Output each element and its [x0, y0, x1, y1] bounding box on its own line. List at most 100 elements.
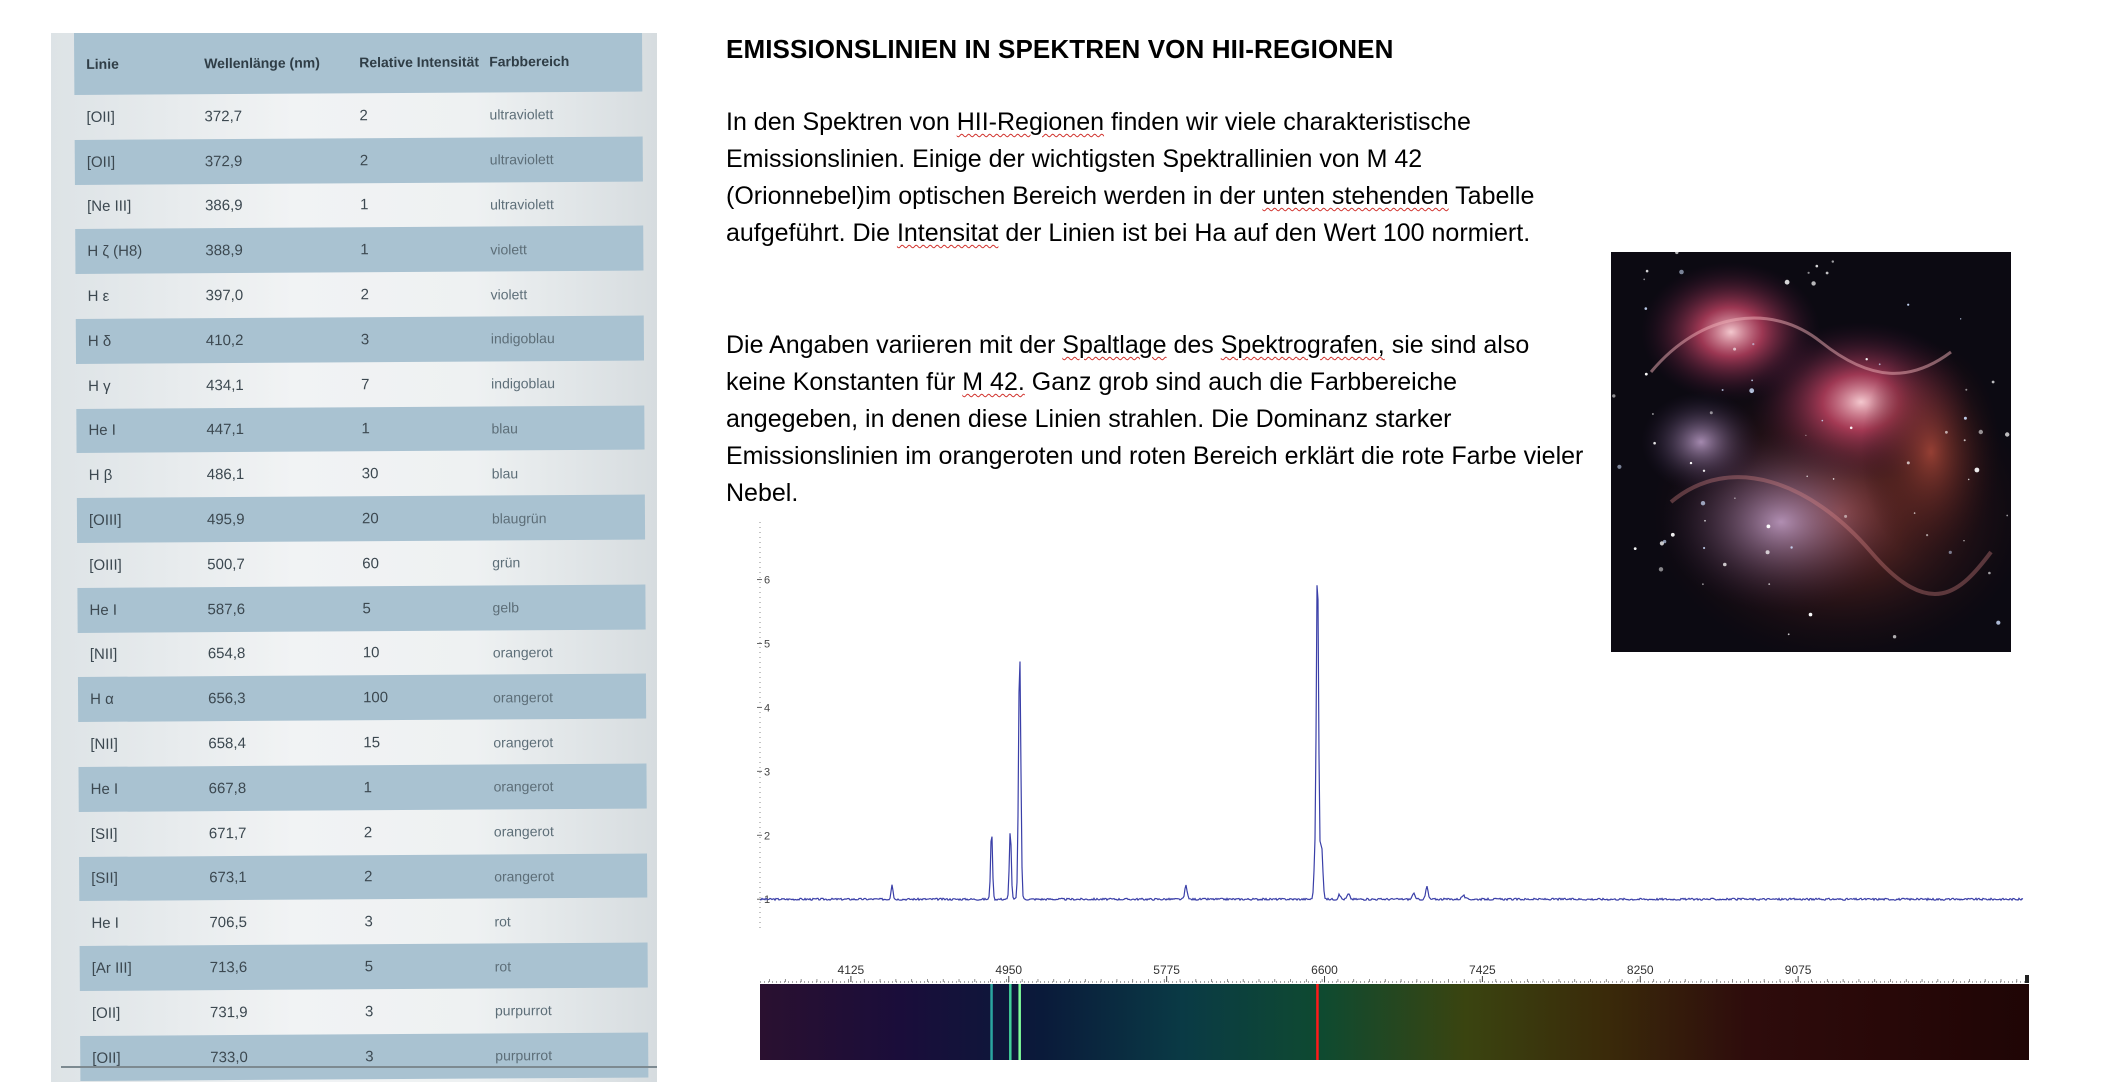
star: [1865, 358, 1868, 361]
star: [1787, 633, 1790, 636]
table-cell-wavelength: 731,9: [209, 1003, 248, 1022]
star: [1709, 411, 1713, 415]
table-cell-line: H δ: [87, 332, 112, 350]
paragraph-text: Die Angaben variieren mit der: [726, 331, 1063, 359]
table-row: H ζ (H8) 388,9 1 violett: [75, 225, 644, 275]
table-cell-color-range: violett: [490, 241, 527, 258]
star: [1978, 429, 1983, 435]
table-cell-line: H ζ (H8): [87, 242, 143, 261]
table-cell-color-range: rot: [494, 957, 512, 974]
table-cell-line: [OII]: [91, 1004, 121, 1022]
table-cell-intensity: 2: [359, 107, 368, 125]
y-tick-label: 5: [764, 638, 770, 650]
table-row: H γ 434,1 7 indigoblau: [76, 360, 644, 408]
star: [1784, 279, 1790, 285]
table-row: He I 587,6 5 gelb: [77, 584, 646, 633]
x-tick-label: 5775: [1153, 963, 1180, 977]
table-cell-line: [OII]: [86, 153, 116, 171]
spellcheck-flagged-word: HII-Regionen: [956, 108, 1105, 136]
table-cell-color-range: blaugrün: [491, 509, 547, 527]
spellcheck-flagged-word: Spektrografen,: [1220, 331, 1385, 359]
table-cell-wavelength: 656,3: [208, 690, 246, 708]
spellcheck-flagged-word: unten stehenden: [1262, 182, 1449, 210]
table-cell-intensity: 5: [362, 599, 371, 617]
table-cell-wavelength: 486,1: [206, 466, 245, 484]
table-cell-color-range: ultraviolett: [490, 196, 554, 213]
star: [1700, 501, 1706, 506]
table-row: [NII] 654,8 10 orangerot: [78, 629, 646, 677]
table-cell-wavelength: 397,0: [205, 287, 244, 305]
table-cell-intensity: 1: [360, 241, 369, 259]
star: [1991, 380, 1995, 384]
star: [1704, 519, 1706, 522]
table-cell-line: H β: [88, 467, 113, 485]
paragraph-text: der Linien ist bei Ha auf den Wert 100 n…: [998, 219, 1531, 247]
paragraph-intro: In den Spektren von HII-Regionen finden …: [726, 104, 1586, 252]
table-cell-line: [SII]: [91, 870, 118, 888]
star: [1974, 467, 1980, 473]
table-bottom-rule: [61, 1066, 657, 1068]
star: [1643, 278, 1646, 281]
table-row: [OIII] 495,9 20 blaugrün: [76, 494, 646, 543]
table-cell-wavelength: 667,8: [208, 779, 247, 798]
table-cell-line: H ε: [87, 287, 110, 305]
table-cell-wavelength: 587,6: [207, 600, 246, 618]
star: [1963, 439, 1966, 442]
star: [1689, 461, 1693, 465]
x-tick-label: 4950: [995, 963, 1022, 977]
y-tick-label: 1: [764, 894, 770, 906]
table-cell-color-range: gelb: [492, 599, 520, 616]
spectrum-line: [759, 585, 2024, 902]
star: [1723, 562, 1727, 567]
table-row: [OII] 731,9 3 purpurrot: [80, 987, 648, 1035]
table-cell-line: [OII]: [92, 1049, 121, 1067]
x-tick-label: 9075: [1785, 963, 1812, 977]
table-cell-intensity: 7: [361, 375, 370, 393]
table-row: [NII] 658,4 15 orangerot: [78, 719, 646, 767]
table-cell-line: He I: [90, 780, 119, 798]
star: [1907, 303, 1910, 306]
table-row: [Ne III] 386,9 1 ultraviolett: [75, 181, 643, 229]
star: [1807, 271, 1810, 274]
table-cell-intensity: 100: [363, 689, 389, 707]
star: [1675, 252, 1679, 255]
star: [1733, 347, 1737, 351]
table-cell-color-range: indigoblau: [491, 375, 556, 392]
star: [1967, 478, 1970, 481]
table-cell-intensity: 1: [361, 420, 370, 438]
table-cell-intensity: 3: [364, 1003, 374, 1021]
paragraph-text: In den Spektren von: [726, 108, 957, 136]
table-cell-line: [NII]: [90, 735, 118, 753]
table-cell-intensity: 2: [359, 151, 369, 169]
table-cell-color-range: orangerot: [492, 644, 553, 661]
table-cell-wavelength: 410,2: [205, 331, 244, 350]
table-cell-line: [SII]: [90, 825, 118, 843]
table-cell-color-range: orangerot: [493, 733, 554, 750]
table-row: [OIII] 500,7 60 grün: [77, 539, 645, 587]
star: [1948, 550, 1952, 554]
document-title: EMISSIONSLINIEN IN SPEKTREN VON HII-REGI…: [726, 34, 1394, 64]
star: [1617, 464, 1622, 469]
table-cell-intensity: 60: [362, 555, 379, 573]
table-row: [SII] 673,1 2 orangerot: [79, 853, 648, 902]
table-cell-line: He I: [91, 914, 120, 933]
table-cell-color-range: orangerot: [493, 823, 554, 840]
table-cell-line: [NII]: [89, 646, 118, 664]
paragraph-text: sie sind also keine Konstanten für: [726, 331, 1530, 396]
star: [1749, 388, 1755, 394]
table-cell-color-range: purpurrot: [495, 1047, 553, 1064]
table-cell-line: [OIII]: [89, 556, 122, 574]
table-cell-color-range: ultraviolett: [489, 151, 554, 168]
star: [2005, 432, 2010, 437]
table-cell-color-range: orangerot: [493, 688, 554, 706]
spellcheck-flagged-word: M 42.: [962, 368, 1025, 396]
table-cell-wavelength: 434,1: [206, 376, 244, 394]
table-row: He I 706,5 3 rot: [79, 898, 647, 946]
paragraph-variation: Die Angaben variieren mit der Spaltlage …: [726, 327, 1586, 512]
table-cell-wavelength: 654,8: [207, 645, 246, 663]
star: [1808, 612, 1813, 617]
table-cell-color-range: indigoblau: [490, 330, 555, 347]
star: [1644, 307, 1648, 310]
y-tick-label: 6: [764, 575, 770, 587]
star-field: [1612, 252, 2010, 639]
